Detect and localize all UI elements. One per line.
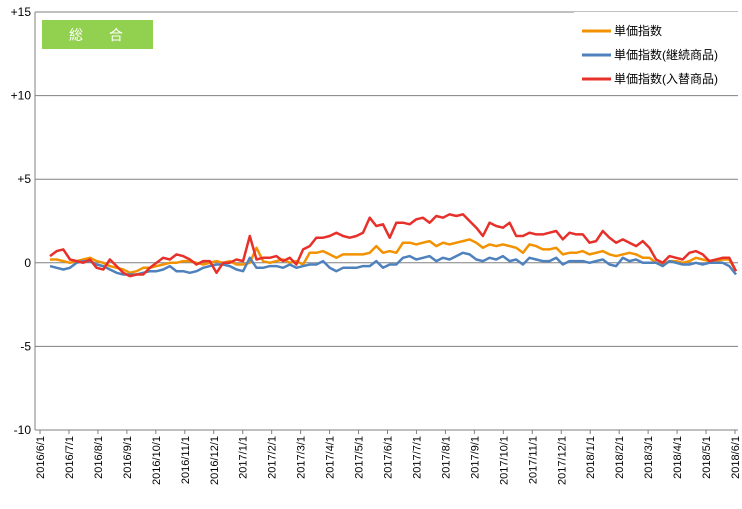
series-line-1: [49, 251, 737, 276]
y-tick-label: -10: [14, 423, 32, 437]
x-axis-ticks: 2016/6/1 2016/7/1 2016/8/1 2016/9/1 2016/10/…: [35, 430, 742, 485]
x-tick-label: 2018/1/1: [585, 436, 597, 479]
series-line-0: [50, 238, 738, 275]
x-tick-label: 2018/4/1: [672, 436, 684, 479]
y-tick-label: +15: [11, 5, 32, 19]
x-tick-label: 2016/10/1: [151, 436, 163, 485]
x-tick-label: 2018/3/1: [643, 436, 655, 479]
x-tick-label: 2017/11/1: [527, 436, 539, 484]
x-tick-label: 2017/5/1: [354, 436, 366, 479]
x-tick-label: 2017/3/1: [296, 436, 308, 479]
series-line-2: [49, 213, 738, 278]
x-tick-label: 2016/7/1: [64, 436, 76, 479]
x-tick-label: 2017/2/1: [267, 436, 279, 479]
y-axis-ticks: +15 +10 +5 0 -5 -10: [11, 5, 32, 437]
x-tick-label: 2018/6/1: [730, 436, 742, 479]
x-tick-label: 2017/6/1: [383, 436, 395, 479]
legend-label-1: 単価指数(継続商品): [614, 47, 718, 62]
x-tick-label: 2016/12/1: [209, 436, 221, 485]
x-tick-label: 2017/8/1: [440, 436, 452, 479]
x-tick-label: 2016/9/1: [122, 436, 134, 479]
badge-label: 総 合: [69, 27, 129, 43]
category-badge: 総 合: [42, 20, 153, 49]
x-tick-label: 2018/5/1: [701, 436, 713, 479]
x-tick-label: 2017/9/1: [469, 436, 481, 479]
y-tick-label: +10: [11, 89, 32, 103]
badge-background: [42, 20, 153, 49]
y-tick-label: +5: [17, 172, 31, 186]
x-tick-label: 2016/6/1: [35, 436, 47, 479]
x-tick-label: 2016/8/1: [93, 436, 105, 479]
x-tick-label: 2017/1/1: [238, 436, 250, 479]
x-tick-label: 2017/10/1: [498, 436, 510, 485]
x-tick-label: 2017/7/1: [411, 436, 423, 479]
y-tick-label: 0: [24, 256, 31, 270]
legend-label-2: 単価指数(入替商品): [614, 71, 718, 86]
legend-label-0: 単価指数: [614, 23, 662, 38]
x-tick-label: 2017/12/1: [556, 436, 568, 485]
x-tick-label: 2016/11/1: [180, 436, 192, 484]
x-tick-label: 2017/4/1: [325, 436, 337, 479]
x-tick-label: 2018/2/1: [614, 436, 626, 479]
y-tick-label: -5: [20, 339, 31, 353]
series-lines: [49, 213, 738, 278]
